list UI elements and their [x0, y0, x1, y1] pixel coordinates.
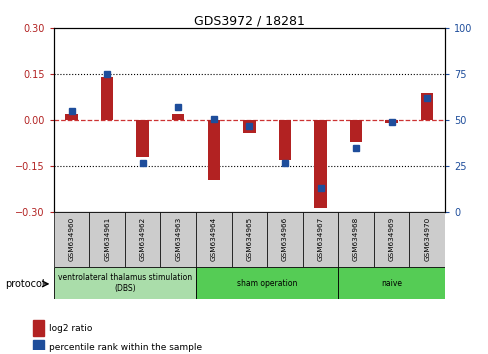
Text: GSM634969: GSM634969 — [388, 217, 394, 261]
Bar — [172, 114, 184, 120]
Text: protocol: protocol — [5, 279, 44, 289]
Bar — [420, 93, 432, 120]
Text: GSM634962: GSM634962 — [140, 217, 145, 261]
Text: GSM634965: GSM634965 — [246, 217, 252, 261]
Bar — [338, 267, 444, 299]
Bar — [54, 212, 89, 267]
Bar — [278, 120, 290, 160]
Bar — [373, 212, 408, 267]
Bar — [54, 267, 196, 299]
Bar — [136, 120, 149, 157]
Text: naive: naive — [380, 279, 401, 288]
Bar — [33, 320, 44, 336]
Text: percentile rank within the sample: percentile rank within the sample — [49, 343, 202, 353]
Text: log2 ratio: log2 ratio — [49, 324, 92, 333]
Bar — [101, 78, 113, 120]
Bar — [89, 212, 124, 267]
Bar — [302, 212, 338, 267]
Text: GSM634970: GSM634970 — [424, 217, 429, 261]
Bar — [196, 212, 231, 267]
Text: GSM634963: GSM634963 — [175, 217, 181, 261]
Text: GSM634968: GSM634968 — [352, 217, 358, 261]
Bar — [207, 120, 220, 180]
Bar — [314, 120, 326, 208]
Bar — [231, 212, 266, 267]
Bar — [243, 120, 255, 133]
Text: sham operation: sham operation — [237, 279, 297, 288]
Text: GSM634966: GSM634966 — [282, 217, 287, 261]
Bar — [385, 120, 397, 124]
Bar — [338, 212, 373, 267]
Text: GSM634964: GSM634964 — [210, 217, 216, 261]
Text: ventrolateral thalamus stimulation
(DBS): ventrolateral thalamus stimulation (DBS) — [58, 274, 192, 293]
Text: GSM634961: GSM634961 — [104, 217, 110, 261]
Bar — [65, 114, 78, 120]
Bar — [160, 212, 196, 267]
Text: GSM634967: GSM634967 — [317, 217, 323, 261]
Bar — [408, 212, 444, 267]
Bar — [349, 120, 362, 142]
Bar — [266, 212, 302, 267]
Bar — [33, 340, 44, 354]
Bar — [196, 267, 338, 299]
Text: GSM634960: GSM634960 — [68, 217, 74, 261]
Title: GDS3972 / 18281: GDS3972 / 18281 — [194, 14, 304, 27]
Bar — [124, 212, 160, 267]
